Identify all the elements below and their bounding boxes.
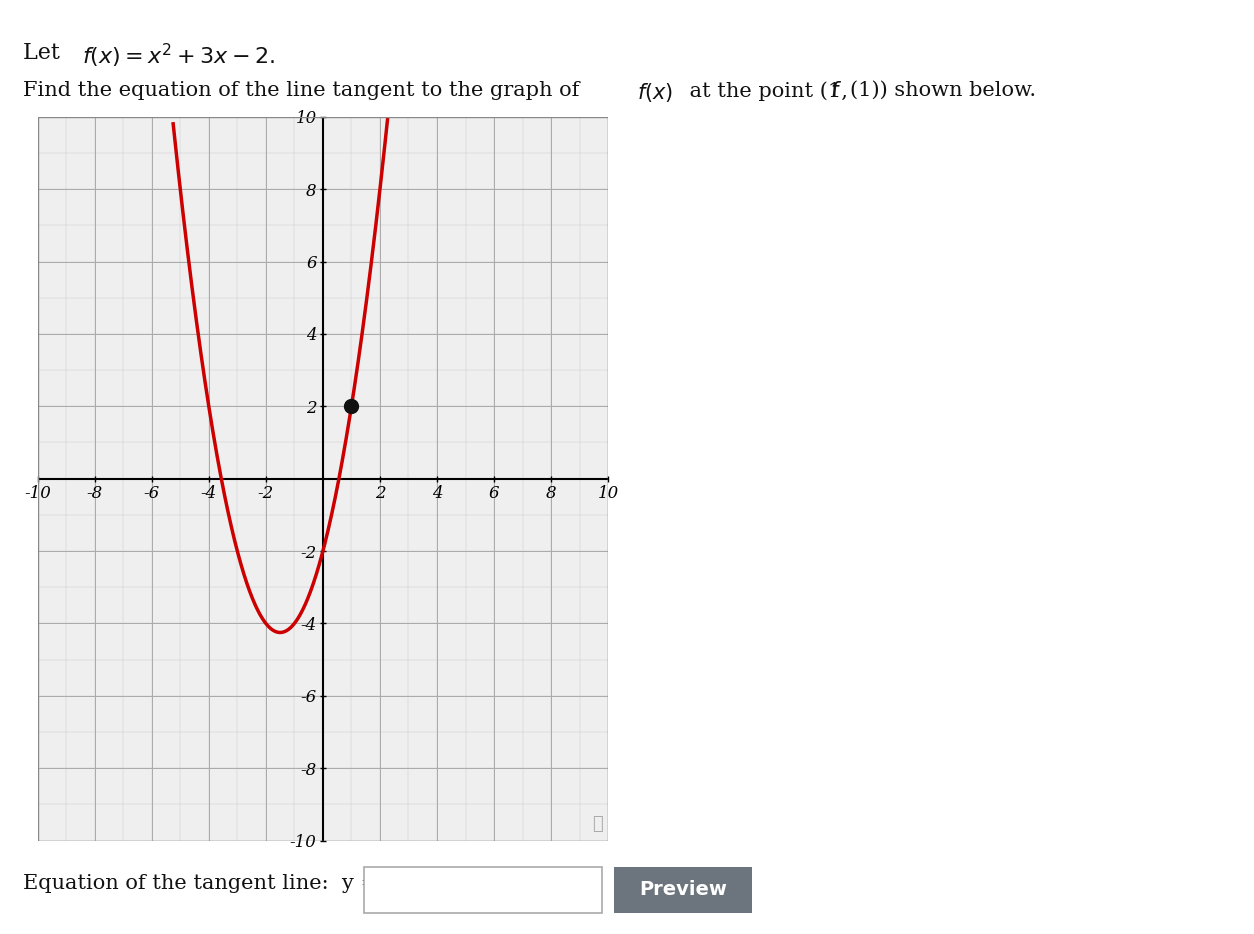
Text: $f(x)$: $f(x)$ <box>637 81 673 105</box>
FancyBboxPatch shape <box>364 867 602 913</box>
Point <box>341 399 361 414</box>
Text: Find the equation of the line tangent to the graph of: Find the equation of the line tangent to… <box>23 81 586 100</box>
Text: Preview: Preview <box>640 881 727 899</box>
Text: ⌕: ⌕ <box>592 815 602 833</box>
Text: $f$: $f$ <box>830 81 843 101</box>
Text: (1)) shown below.: (1)) shown below. <box>850 81 1036 100</box>
Text: Equation of the tangent line:  y =: Equation of the tangent line: y = <box>23 874 377 893</box>
Text: $f(x) = x^2 + 3x - 2.$: $f(x) = x^2 + 3x - 2.$ <box>82 42 275 70</box>
Text: at the point (1,: at the point (1, <box>683 81 855 101</box>
FancyBboxPatch shape <box>614 867 752 913</box>
Text: Let: Let <box>23 42 66 64</box>
